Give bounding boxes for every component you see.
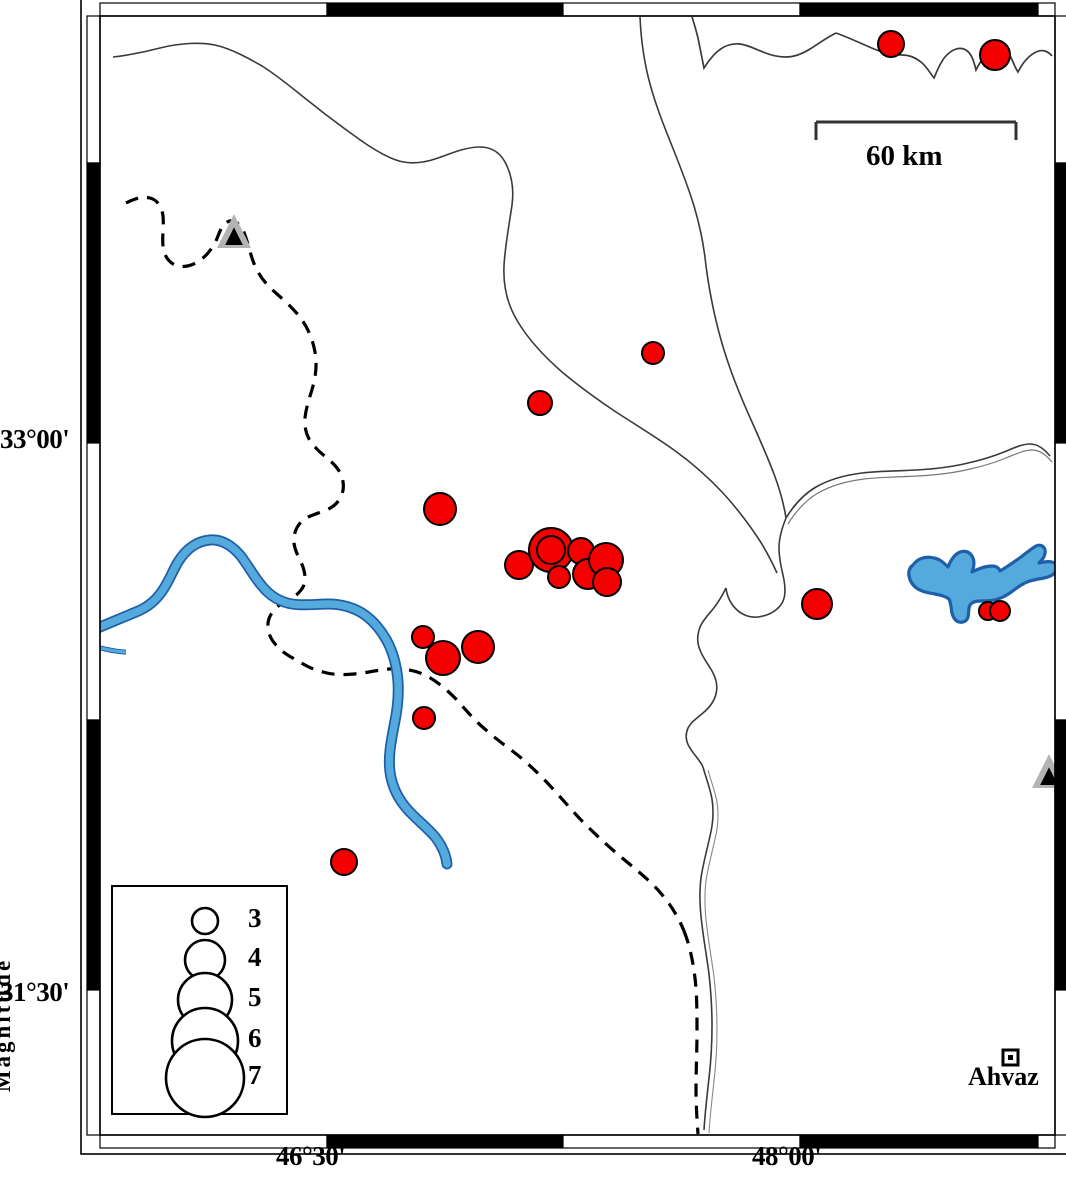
- reservoir: [907, 543, 1055, 624]
- epicenter-marker: [412, 706, 436, 730]
- epicenter-marker: [979, 39, 1011, 71]
- legend-circle-m3: [190, 906, 220, 936]
- legend-value-3: 3: [248, 903, 262, 933]
- frame-tick-right-1: [1054, 162, 1066, 444]
- frame-tick-top-3: [799, 2, 1039, 17]
- frame-tick-top-4: [1037, 2, 1056, 17]
- legend-value-4: 4: [248, 942, 262, 972]
- map-interior: [100, 16, 1055, 1135]
- epicenter-marker: [801, 588, 833, 620]
- scale-bar-label: 60 km: [866, 140, 943, 172]
- frame-outer-line: [80, 0, 1066, 1155]
- epicenter-marker: [423, 492, 457, 526]
- longitude-label-4800: 48°00': [752, 1141, 822, 1171]
- epicenter-marker: [425, 640, 461, 676]
- epicenter-marker: [411, 625, 435, 649]
- frame-tick-left-2: [86, 442, 101, 721]
- frame-tick-left-1: [86, 162, 101, 444]
- frame-tick-bottom-3: [799, 1134, 1039, 1149]
- longitude-label-4630: 46°30': [276, 1141, 346, 1171]
- magnitude-legend: [111, 885, 288, 1119]
- frame-tick-bottom-1: [326, 1134, 564, 1149]
- river: [100, 534, 453, 870]
- map-frame: [80, 0, 1066, 1155]
- frame-tick-left-4: [86, 989, 101, 1136]
- frame-tick-left-0: [86, 15, 101, 164]
- legend-circle-m7: [164, 1037, 246, 1119]
- legend-value-6: 6: [248, 1023, 262, 1053]
- epicenter-marker: [461, 630, 495, 664]
- frame-inner-line: [99, 15, 1056, 1136]
- latitude-label-33: 33°00': [0, 424, 70, 454]
- frame-tick-top-0: [99, 2, 328, 17]
- frame-tick-right-0: [1054, 15, 1066, 164]
- legend-value-5: 5: [248, 982, 262, 1012]
- frame-tick-top-2: [562, 2, 801, 17]
- station-inner-triangle: [225, 227, 243, 245]
- epicenter-marker: [527, 390, 553, 416]
- city-label-ahvaz: Ahvaz: [968, 1062, 1039, 1091]
- epicenter-layer: [330, 30, 1011, 876]
- province-boundaries: [112, 16, 1053, 1134]
- station-inner-triangle: [1040, 767, 1058, 785]
- epicenter-marker: [592, 567, 622, 597]
- legend-value-7: 7: [248, 1060, 262, 1090]
- scale-bar: [814, 120, 1018, 140]
- frame-tick-right-4: [1054, 989, 1066, 1136]
- city-layer: [1001, 1048, 1020, 1067]
- northern-boundary: [691, 16, 1053, 80]
- ahvaz-square-center: [1008, 1055, 1013, 1060]
- epicenter-marker: [330, 848, 358, 876]
- frame-tick-bottom-4: [1037, 1134, 1056, 1149]
- frame-tick-left-3: [86, 719, 101, 991]
- frame-tick-right-2: [1054, 442, 1066, 721]
- epicenter-marker: [641, 341, 665, 365]
- frame-tick-top-1: [326, 2, 564, 17]
- latitude-label-3130: 31°30': [0, 977, 70, 1007]
- epicenter-marker: [504, 550, 534, 580]
- international-border: [125, 195, 700, 1135]
- epicenter-marker: [877, 30, 905, 58]
- epicenter-marker: [536, 535, 566, 565]
- epicenter-marker: [547, 565, 571, 589]
- legend-circles: [164, 906, 246, 1119]
- frame-tick-right-3: [1054, 719, 1066, 991]
- legend-title: Magnitude: [0, 957, 15, 1093]
- station-triangle-icon: [217, 214, 251, 248]
- epicenter-marker: [989, 600, 1011, 622]
